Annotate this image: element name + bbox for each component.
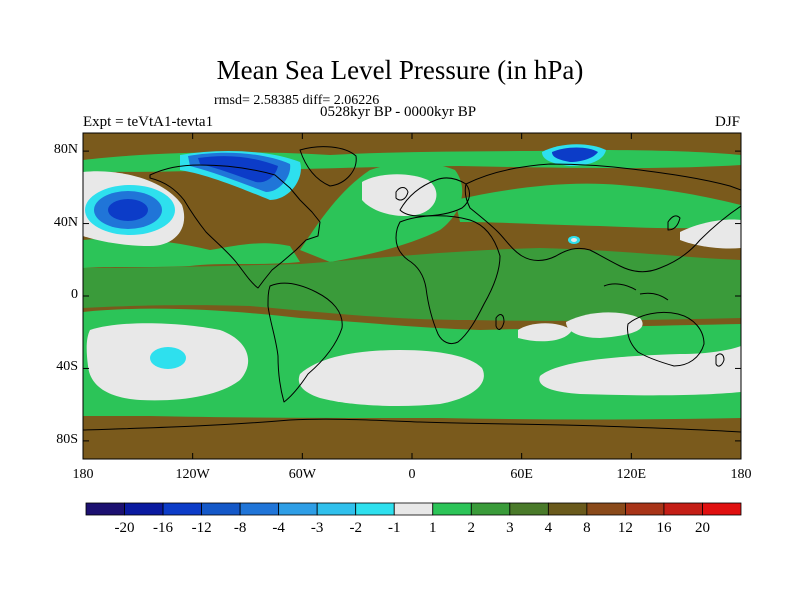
experiment-label: Expt = teVtA1-tevta1 [83,114,214,130]
colorbar-label: 1 [429,520,437,536]
colorbar-swatch [85,502,125,516]
colorbar-label: 3 [506,520,514,536]
coastline-madagascar [495,314,505,330]
colorbar-swatch [547,502,588,516]
colorbar-swatch [702,502,742,516]
coastline-asia [464,163,741,273]
colorbar-label: -2 [349,520,362,536]
colorbar-label: -3 [310,520,324,536]
x-tick-label: 60W [288,467,316,482]
y-tick-label: 40N [53,214,78,230]
white-zone-south-atlantic [298,350,484,406]
colorbar-label: 20 [694,520,710,536]
deep-blue-anomaly-north-pacific [108,199,148,221]
green-region-north-pacific [83,238,300,268]
coastline-australia [627,311,705,367]
colorbar-swatch [124,502,164,516]
colorbar-label: 4 [544,520,553,536]
coastline-new-zealand [715,353,725,367]
colorbar-swatch [162,502,202,516]
coastline-africa [395,215,501,345]
white-zone-indian-ocean [518,323,572,342]
coastline-south-america [267,282,343,403]
colorbar-label: -1 [387,520,401,536]
colorbar-swatch [470,502,511,516]
colorbar-label: -20 [114,520,135,536]
figure-title: Mean Sea Level Pressure (in hPa) [216,55,584,85]
coastline-greenland [299,146,357,187]
season-label: DJF [714,114,740,130]
coastline-europe [399,177,470,217]
colorbar-swatch [625,502,665,516]
green-region-eurasia [455,183,741,229]
coastlines [83,146,741,433]
y-tick-label: 0 [71,287,78,302]
colorbar-label: -8 [233,520,247,536]
colorbar-swatch [393,502,434,516]
colorbar [85,502,742,516]
x-tick-label: 120W [175,467,210,482]
colorbar-label: -16 [153,520,174,536]
x-tick-label: 120E [616,467,647,482]
mid-green-region-tropics [83,248,741,321]
colorbar-label: 8 [583,520,591,536]
colorbar-label: 12 [617,520,633,536]
x-tick-label: 180 [730,467,752,482]
white-spot-himalaya [571,238,577,242]
white-zone-indian-south [566,312,643,338]
period-label: 0528kyr BP - 0000kyr BP [320,104,477,120]
colorbar-label: 16 [656,520,672,536]
x-axis-ticks [82,133,742,459]
x-tick-label: 180 [72,467,94,482]
colorbar-label: -12 [191,520,212,536]
pressure-field [83,133,741,459]
x-tick-label: 0 [408,467,416,482]
deep-blue-anomaly-siberia [552,147,598,162]
colorbar-swatch [432,502,472,516]
colorbar-swatch [201,502,241,516]
cyan-anomaly-south-pacific [150,347,186,369]
coastline-indonesia [603,283,669,301]
colorbar-swatch [509,502,549,516]
colorbar-swatch [586,502,626,516]
deep-blue-anomaly-canadian-arctic [198,156,278,183]
coastline-uk [395,187,409,201]
colorbar-swatch [316,502,357,516]
statistics-label: rmsd= 2.58385 diff= 2.06226 [214,93,380,108]
colorbar-swatch [239,502,280,516]
colorbar-swatch [663,502,703,516]
y-tick-label: 40S [56,359,78,375]
white-zone-australia-south [539,346,741,396]
x-tick-label: 60E [510,467,533,482]
coastline-japan [667,215,681,231]
white-zone-west-pacific [680,219,741,249]
white-zone-north-atlantic [362,174,437,217]
colorbar-label: -4 [272,520,285,536]
y-tick-label: 80S [56,431,78,447]
coastline-antarctica [83,418,741,433]
colorbar-swatch [355,502,395,516]
coastline-north-america [149,164,321,289]
y-axis-ticks [83,150,741,442]
y-tick-label: 80N [53,142,78,158]
colorbar-swatch [278,502,318,516]
colorbar-label: 2 [467,520,476,536]
